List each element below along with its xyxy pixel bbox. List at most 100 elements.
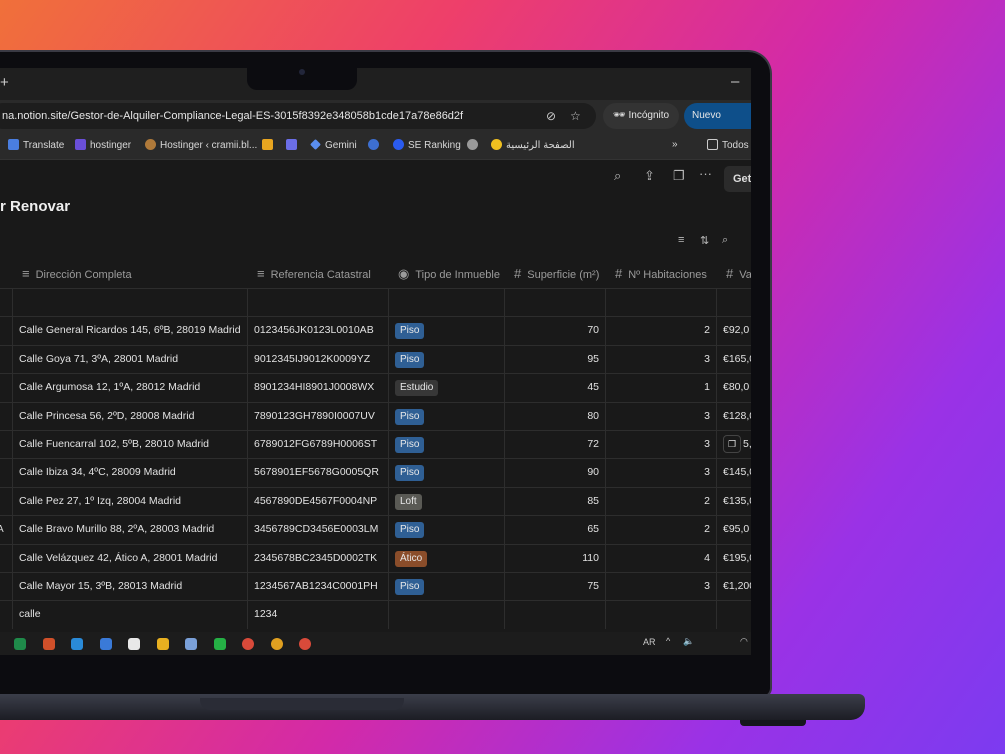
table-row[interactable]: Calle Argumosa 12, 1ºA, 28012 Madrid 8901…	[0, 373, 751, 402]
address-bar[interactable]: na.notion.site/Gestor-de-Alquiler-Compli…	[0, 103, 596, 129]
cell-ref[interactable]	[247, 289, 388, 317]
cell-val[interactable]: €95,0	[716, 516, 751, 544]
column-header[interactable]: # Superficie (m²)	[504, 260, 605, 288]
bookmark-globe[interactable]	[467, 139, 482, 151]
table-row[interactable]: Calle Princesa 56, 2ºD, 28008 Madrid 7890…	[0, 401, 751, 430]
column-header[interactable]: # Va	[716, 260, 751, 288]
cell-ref[interactable]: 2345678BC2345D0002TK	[247, 544, 388, 572]
cell-hab[interactable]: 3	[605, 459, 716, 487]
wifi-icon[interactable]: ◠	[740, 636, 748, 646]
cell-dir[interactable]: Calle Mayor 15, 3ºB, 28013 Madrid	[12, 573, 247, 601]
filter-icon[interactable]: ≡	[678, 234, 685, 246]
bookmark-link[interactable]	[368, 139, 383, 151]
cell-sup[interactable]: 75	[504, 573, 605, 601]
whatsapp-icon[interactable]	[213, 638, 226, 650]
table-row[interactable]: Calle Goya 71, 3ºA, 28001 Madrid 9012345I…	[0, 344, 751, 374]
sort-icon[interactable]: ⇅	[700, 235, 710, 247]
cell-hab[interactable]	[605, 601, 716, 629]
cell-tipo[interactable]: Loft	[388, 487, 504, 516]
cell-tipo[interactable]: Piso	[388, 459, 504, 487]
mail-icon[interactable]	[185, 638, 197, 650]
cell-sup[interactable]: 90	[504, 459, 605, 487]
cell-tipo[interactable]: Piso	[388, 402, 504, 430]
cell-dir[interactable]: Calle Fuencarral 102, 5ºB, 28010 Madrid	[12, 431, 247, 459]
cell-hab[interactable]: 2	[605, 487, 716, 516]
bookmark-gemini[interactable]: Gemini	[310, 139, 357, 151]
bookmark-hostinger-cramii[interactable]: Hostinger ‹ cramii.bl...	[145, 139, 257, 151]
column-header[interactable]: # Nº Habitaciones	[605, 260, 716, 288]
cell-sup[interactable]: 80	[504, 402, 605, 430]
volume-icon[interactable]: 🔈	[683, 636, 695, 646]
tray-chevron-icon[interactable]: ^	[666, 636, 671, 646]
bookmark-se-ranking[interactable]: SE Ranking	[393, 139, 461, 151]
column-header[interactable]: ◉ Tipo de Inmueble	[388, 260, 504, 288]
cell-ref[interactable]: 1234567AB1234C0001PH	[247, 573, 388, 601]
share-icon[interactable]: ⇪	[644, 168, 655, 183]
cell-val[interactable]: €135,0	[716, 487, 751, 516]
cell-sup[interactable]	[504, 601, 605, 629]
cell-dir[interactable]: Calle Goya 71, 3ºA, 28001 Madrid	[12, 345, 247, 374]
cell-val[interactable]: €92,0	[716, 317, 751, 345]
cell-val[interactable]: ❐5,0	[716, 431, 751, 459]
table-row[interactable]: calle 1234	[0, 600, 751, 629]
all-bookmarks-folder[interactable]: Todos	[707, 139, 749, 151]
duplicate-icon[interactable]: ❐	[673, 168, 685, 183]
search-icon[interactable]: ⌕	[614, 168, 622, 183]
cell-val[interactable]: €165,0	[716, 345, 751, 374]
table-row[interactable]: Calle Velázquez 42, Ático A, 28001 Madri…	[0, 543, 751, 572]
cell-ref[interactable]: 1234	[247, 601, 388, 629]
cell-hab[interactable]	[605, 289, 716, 317]
table-search-icon[interactable]: ⌕	[722, 234, 729, 246]
chrome-icon[interactable]	[242, 638, 254, 650]
new-tab-button[interactable]: +	[0, 74, 9, 91]
table-row[interactable]: Calle Fuencarral 102, 5ºB, 28010 Madrid 6…	[0, 430, 751, 459]
cell-sup[interactable]: 65	[504, 516, 605, 544]
table-row[interactable]: Calle Pez 27, 1º Izq, 28004 Madrid 456789…	[0, 486, 751, 516]
file-explorer-icon[interactable]	[156, 638, 169, 650]
cell-sup[interactable]: 85	[504, 487, 605, 516]
cell-tipo[interactable]: Estudio	[388, 374, 504, 402]
cell-dir[interactable]: Calle Bravo Murillo 88, 2ºA, 28003 Madri…	[12, 516, 247, 544]
bookmark-hostinger[interactable]: hostinger	[75, 139, 131, 151]
cell-sup[interactable]: 95	[504, 345, 605, 374]
cell-hab[interactable]: 3	[605, 402, 716, 430]
cell-sup[interactable]: 70	[504, 317, 605, 345]
more-icon[interactable]: ···	[699, 166, 712, 181]
language-indicator[interactable]: AR	[643, 637, 656, 647]
copy-icon[interactable]: ❐	[723, 435, 741, 453]
cell-ref[interactable]: 8901234HI8901J0008WX	[247, 374, 388, 402]
table-row[interactable]	[0, 288, 751, 317]
cell-hab[interactable]: 3	[605, 573, 716, 601]
cell-val[interactable]	[716, 601, 751, 629]
cell-val[interactable]: €145,0	[716, 459, 751, 487]
cell-sup[interactable]: 72	[504, 431, 605, 459]
cell-val[interactable]: €195,0	[716, 544, 751, 572]
bookmark-home-ar[interactable]: الصفحة الرئيسية	[491, 139, 575, 151]
cell-tipo[interactable]: Piso	[388, 431, 504, 459]
outlook-icon[interactable]	[99, 638, 112, 650]
cell-val[interactable]: €1,200,	[716, 573, 751, 601]
cell-dir[interactable]: Calle Argumosa 12, 1ºA, 28012 Madrid	[12, 374, 247, 402]
chrome-active-icon[interactable]	[270, 638, 283, 650]
cell-ref[interactable]: 9012345IJ9012K0009YZ	[247, 345, 388, 374]
table-row[interactable]: A Calle Bravo Murillo 88, 2ºA, 28003 Madr…	[0, 515, 751, 544]
cell-sup[interactable]	[504, 289, 605, 317]
cell-dir[interactable]	[12, 289, 247, 317]
cell-ref[interactable]: 0123456JK0123L0010AB	[247, 317, 388, 345]
cell-dir[interactable]: Calle Pez 27, 1º Izq, 28004 Madrid	[12, 487, 247, 516]
cell-tipo[interactable]: Piso	[388, 345, 504, 374]
get-button[interactable]: Get	[724, 166, 751, 192]
cell-ref[interactable]: 5678901EF5678G0005QR	[247, 459, 388, 487]
bookmark-translate[interactable]: Translate	[8, 139, 64, 151]
cell-dir[interactable]: Calle General Ricardos 145, 6ºB, 28019 M…	[12, 317, 247, 345]
bookmark-edit[interactable]	[286, 139, 301, 151]
cell-hab[interactable]: 4	[605, 544, 716, 572]
cell-val[interactable]: €128,0	[716, 402, 751, 430]
cell-val[interactable]	[716, 289, 751, 317]
more-bookmarks-button[interactable]: »	[672, 139, 678, 150]
cell-hab[interactable]: 3	[605, 345, 716, 374]
cell-hab[interactable]: 3	[605, 431, 716, 459]
cell-val[interactable]: €80,0	[716, 374, 751, 402]
cell-tipo[interactable]: Piso	[388, 573, 504, 601]
bookmark-analytics[interactable]	[262, 139, 277, 151]
